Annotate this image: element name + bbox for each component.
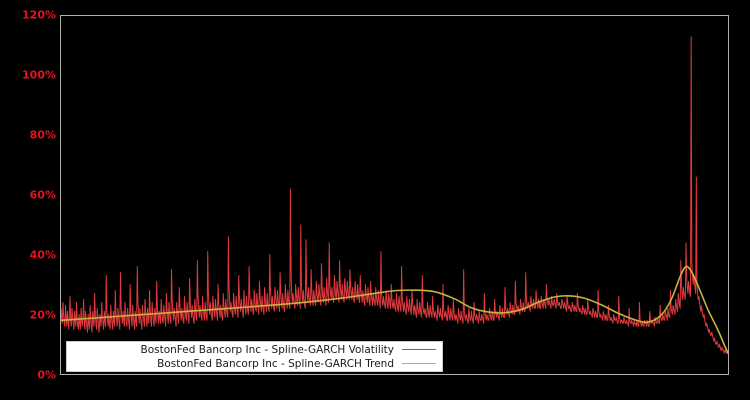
y-tick-120pct: 120% <box>22 8 56 22</box>
y-tick-40pct: 40% <box>29 248 56 262</box>
volatility-series-line <box>61 36 728 354</box>
y-tick-0pct: 0% <box>37 368 56 382</box>
legend-label-trend: BostonFed Bancorp Inc - Spline-GARCH Tre… <box>157 357 394 370</box>
y-tick-100pct: 100% <box>22 68 56 82</box>
legend-item-volatility: BostonFed Bancorp Inc - Spline-GARCH Vol… <box>67 343 442 357</box>
y-tick-60pct: 60% <box>29 188 56 202</box>
legend-swatch-volatility <box>402 349 436 350</box>
legend-item-trend: BostonFed Bancorp Inc - Spline-GARCH Tre… <box>67 357 442 371</box>
legend-label-volatility: BostonFed Bancorp Inc - Spline-GARCH Vol… <box>140 343 394 356</box>
y-axis-tick-labels: 0% 20% 40% 60% 80% 100% 120% <box>0 0 56 400</box>
plot-svg <box>61 36 728 354</box>
trend-series-line <box>61 265 728 354</box>
y-tick-20pct: 20% <box>29 308 56 322</box>
legend-swatch-trend <box>402 363 436 364</box>
y-tick-80pct: 80% <box>29 128 56 142</box>
chart-legend: BostonFed Bancorp Inc - Spline-GARCH Vol… <box>66 341 443 372</box>
plot-area <box>60 15 729 375</box>
